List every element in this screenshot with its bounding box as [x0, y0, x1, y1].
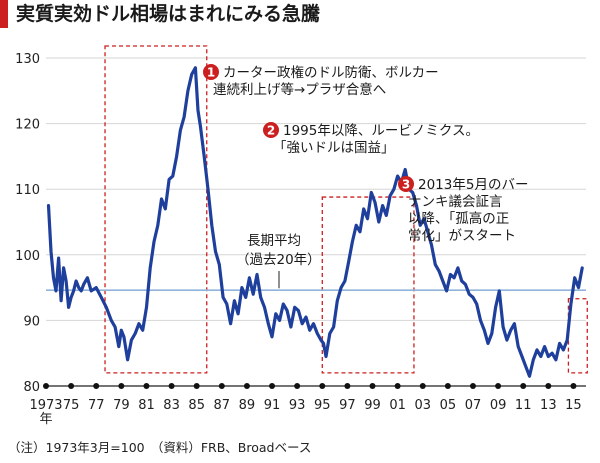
annotation-3-line-4: 常化」がスタート — [408, 228, 516, 244]
annotation-1-number: 1 — [207, 66, 215, 80]
x-tick-dot-87 — [218, 383, 225, 389]
y-tick-80: 80 — [23, 380, 40, 395]
highlight-box-1 — [104, 45, 208, 374]
footer-note: （注）1973年3月=100 （資料）FRB、Broadベース — [8, 440, 312, 455]
x-tick-dot-07 — [469, 383, 476, 389]
grid-lines — [46, 57, 586, 321]
annotation-1-line-1: カーター政権のドル防衛、ボルカー — [223, 64, 439, 81]
average-label-line-2: （過去20年） — [236, 252, 321, 268]
x-tick-dot-89 — [243, 383, 250, 389]
annotation-2-number: 2 — [267, 124, 275, 138]
x-tick-03: 03 — [414, 398, 431, 413]
y-tick-120: 120 — [15, 118, 40, 133]
x-tick-dot-79 — [118, 383, 125, 389]
chart-title: 実質実効ドル相場はまれにみる急騰 — [16, 3, 321, 25]
annotation-2: 2 1995年以降、ルービノミクス。「強いドルは国益」 — [263, 122, 479, 156]
x-tick-97: 97 — [339, 398, 356, 413]
x-tick-13: 13 — [540, 398, 557, 413]
x-tick-dot-05 — [444, 383, 451, 389]
x-tick-dot-75 — [68, 383, 75, 389]
x-tick-labels: 1973 75 77 79 81 83 85 87 89 91 93 95 97 99 01 03 05 07 09… — [29, 398, 581, 413]
x-tick-dot-93 — [294, 383, 301, 389]
annotation-3-line-1: 2013年5月のバー — [418, 177, 528, 193]
x-tick-07: 07 — [465, 398, 482, 413]
x-tick-75: 75 — [63, 398, 80, 413]
annotation-3-number: 3 — [402, 178, 410, 192]
x-tick-dot-95 — [319, 383, 326, 389]
average-label-line-1: 長期平均 — [247, 233, 301, 249]
x-unit-label: 年 — [39, 412, 52, 427]
x-tick-77: 77 — [88, 398, 105, 413]
annotation-3-line-2: ナンキ議会証言 — [408, 193, 503, 210]
title-accent-bar — [0, 0, 8, 28]
annotation-3-badge — [398, 176, 414, 192]
x-tick-dot-09 — [495, 383, 502, 389]
x-tick-15: 15 — [565, 398, 582, 413]
x-tick-dot-13 — [545, 383, 552, 389]
annotation-2-line-2: 「強いドルは国益」 — [273, 140, 395, 156]
x-tick-81: 81 — [138, 398, 155, 413]
x-tick-95: 95 — [314, 398, 331, 413]
x-tick-83: 83 — [163, 398, 180, 413]
x-tick-dot-1973 — [43, 383, 49, 389]
x-tick-dot-77 — [93, 383, 100, 389]
y-tick-100: 100 — [15, 249, 40, 264]
x-tick-79: 79 — [113, 398, 130, 413]
y-tick-90: 90 — [23, 314, 40, 329]
x-tick-dot-99 — [369, 383, 376, 389]
average-label: 長期平均 （過去20年） — [236, 233, 321, 289]
annotation-2-line-1: 1995年以降、ルービノミクス。 — [283, 123, 479, 139]
x-tick-99: 99 — [364, 398, 381, 413]
x-tick-dot-83 — [168, 383, 175, 389]
x-tick-dot-91 — [269, 383, 276, 389]
y-tick-labels: 80 90 100 110 120 130 — [15, 52, 40, 395]
annotation-1-line-2: 連続利上げ等→プラザ合意へ — [213, 81, 386, 98]
x-tick-dot-15 — [570, 383, 577, 389]
x-tick-09: 09 — [490, 398, 507, 413]
x-tick-87: 87 — [214, 398, 231, 413]
x-tick-05: 05 — [440, 398, 457, 413]
x-tick-dot-11 — [520, 383, 527, 389]
annotation-1-badge — [203, 64, 219, 80]
x-tick-89: 89 — [239, 398, 256, 413]
series-line — [46, 66, 584, 378]
annotation-2-badge — [263, 122, 279, 138]
x-tick-dot-01 — [394, 383, 401, 389]
y-tick-130: 130 — [15, 52, 40, 67]
y-tick-110: 110 — [15, 183, 40, 198]
x-tick-1973: 1973 — [29, 398, 62, 413]
x-tick-dot-97 — [344, 383, 351, 389]
x-tick-dot-03 — [419, 383, 426, 389]
x-tick-dot-81 — [143, 383, 150, 389]
x-tick-91: 91 — [264, 398, 281, 413]
highlight-box-2 — [321, 196, 415, 374]
x-tick-dot-85 — [193, 383, 200, 389]
x-tick-01: 01 — [389, 398, 406, 413]
x-tick-93: 93 — [289, 398, 306, 413]
annotation-3-line-3: 以降、「孤高の正 — [408, 210, 509, 227]
x-tick-markers — [43, 383, 577, 389]
x-tick-85: 85 — [188, 398, 205, 413]
x-tick-11: 11 — [515, 398, 532, 413]
